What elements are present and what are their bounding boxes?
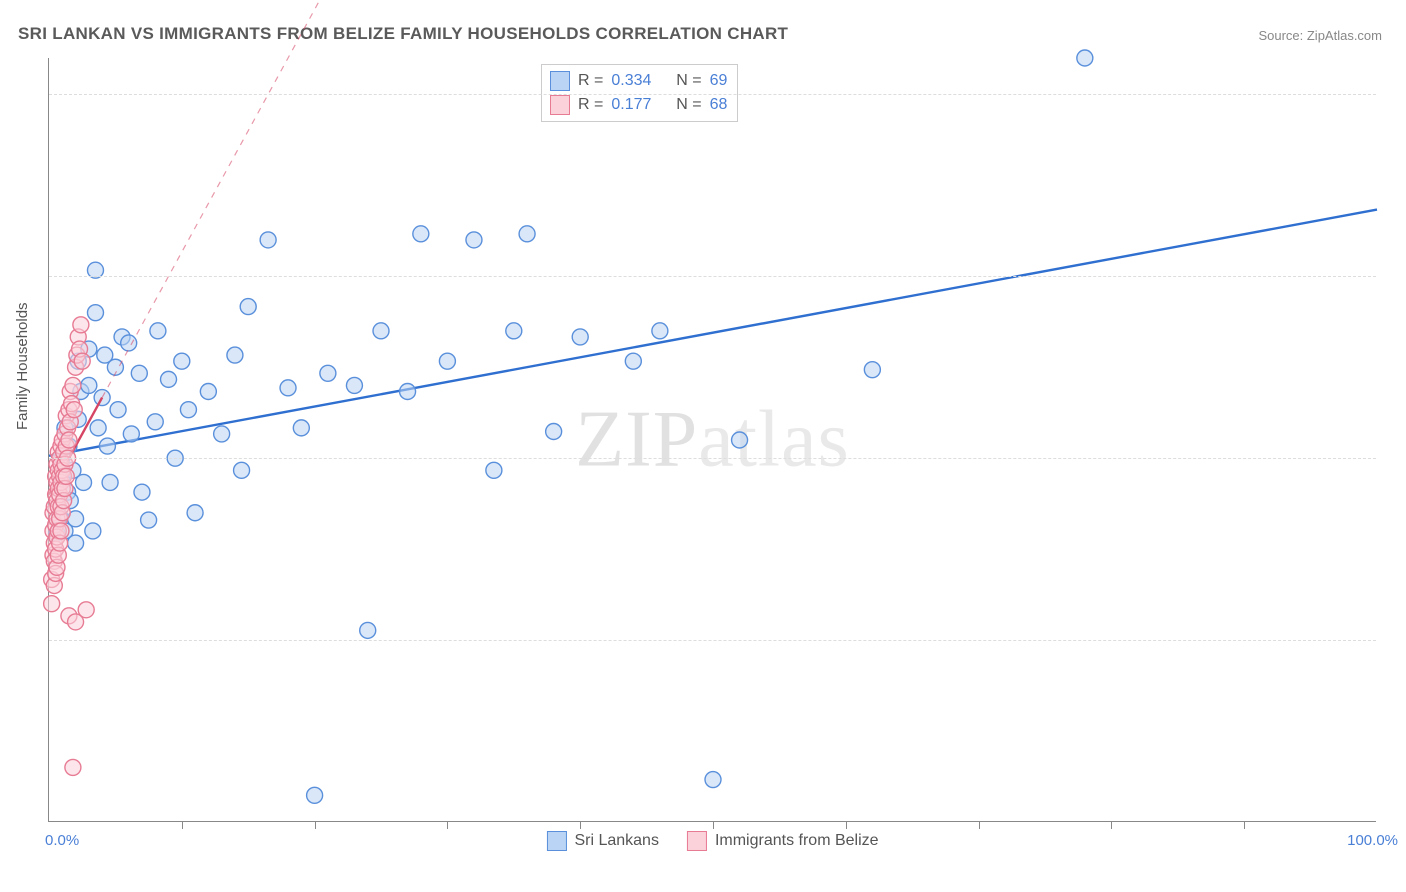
swatch-blue-icon — [546, 831, 566, 851]
x-axis-min-label: 0.0% — [45, 832, 79, 849]
swatch-pink-icon — [550, 95, 570, 115]
source-link[interactable]: ZipAtlas.com — [1307, 28, 1382, 43]
stats-row-1: R = 0.334 N = 69 — [550, 69, 727, 93]
legend-item-1: Sri Lankans — [546, 831, 659, 851]
stats-legend-box: R = 0.334 N = 69 R = 0.177 N = 68 — [541, 64, 738, 122]
chart-plot-area: ZIPatlas R = 0.334 N = 69 R = 0.177 N = … — [48, 58, 1376, 822]
chart-title: SRI LANKAN VS IMMIGRANTS FROM BELIZE FAM… — [18, 24, 788, 44]
swatch-pink-icon — [687, 831, 707, 851]
stats-row-2: R = 0.177 N = 68 — [550, 93, 727, 117]
x-axis-max-label: 100.0% — [1347, 832, 1398, 849]
bottom-legend: Sri Lankans Immigrants from Belize — [546, 831, 878, 851]
y-axis-label: Family Households — [14, 302, 31, 430]
swatch-blue-icon — [550, 71, 570, 91]
scatter-svg — [49, 58, 1376, 821]
chart-container: SRI LANKAN VS IMMIGRANTS FROM BELIZE FAM… — [0, 0, 1406, 892]
source-label: Source: ZipAtlas.com — [1258, 28, 1382, 43]
legend-item-2: Immigrants from Belize — [687, 831, 879, 851]
